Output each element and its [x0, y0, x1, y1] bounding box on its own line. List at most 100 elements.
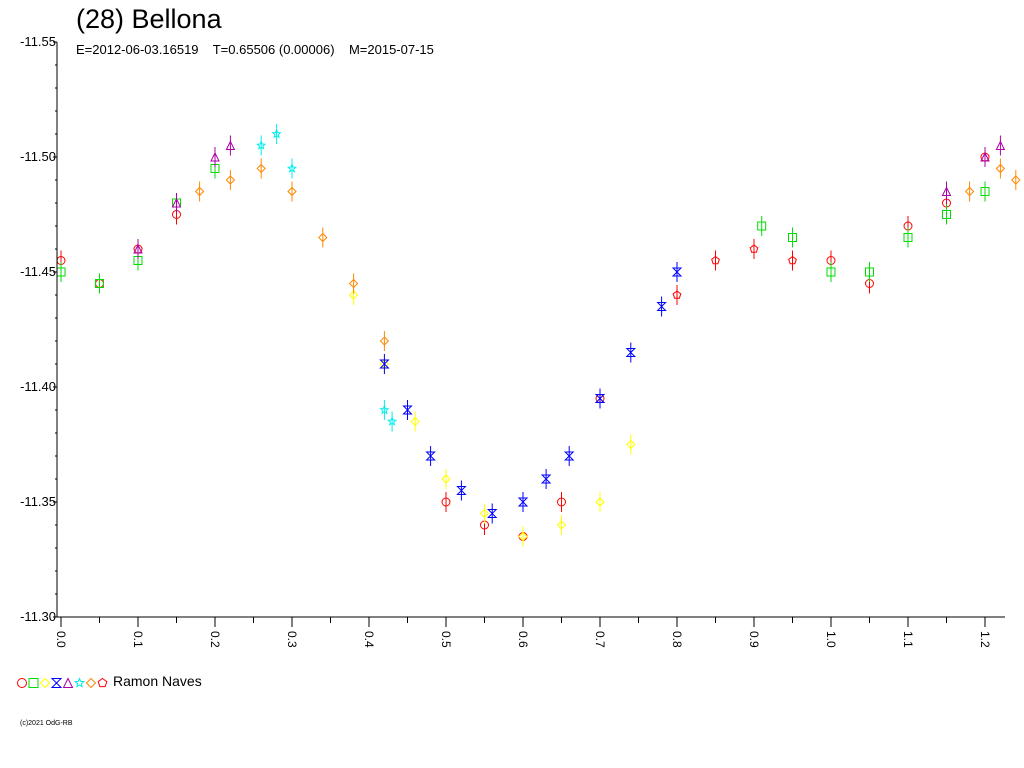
- legend-pentagon-icon: [97, 677, 108, 688]
- data-point: [194, 181, 205, 202]
- x-tick-label: 0.3: [285, 631, 299, 648]
- diamond-marker: [225, 175, 236, 185]
- square-marker: [903, 233, 913, 242]
- diamond-marker: [964, 186, 975, 197]
- data-point: [95, 273, 104, 294]
- x-tick-label: 0.8: [670, 631, 684, 648]
- data-point: [942, 204, 951, 225]
- data-point: [517, 492, 529, 512]
- data-point: [995, 135, 1006, 156]
- triangle-marker: [171, 197, 182, 208]
- data-point: [171, 193, 182, 213]
- data-point: [441, 492, 451, 512]
- data-point: [379, 400, 390, 420]
- square-marker: [980, 187, 990, 196]
- legend-triangle-icon: [62, 677, 74, 688]
- data-point: [425, 446, 436, 466]
- data-point: [479, 503, 490, 524]
- data-point: [318, 227, 328, 248]
- x-tick-label: 0.2: [208, 631, 222, 648]
- data-point: [903, 227, 913, 248]
- square-marker: [95, 279, 104, 288]
- data-point: [671, 262, 683, 282]
- copyright-note: (c)2021 OdG-RB: [20, 720, 73, 727]
- hourglass-marker: [671, 267, 683, 277]
- data-point: [225, 135, 236, 156]
- data-point: [402, 400, 413, 420]
- data-point: [379, 354, 390, 374]
- legend-circle-icon: [17, 678, 27, 688]
- data-point: [133, 239, 143, 259]
- series-1: [56, 147, 990, 547]
- circle-marker: [557, 497, 566, 507]
- triangle-marker: [980, 151, 990, 162]
- data-point: [672, 285, 682, 305]
- data-point: [540, 469, 552, 489]
- data-point: [980, 181, 990, 202]
- square-marker: [757, 221, 767, 231]
- diamond-marker: [379, 336, 390, 346]
- square-marker: [942, 210, 951, 219]
- x-tick-label: 0.4: [362, 631, 376, 648]
- chart-title: (28) Bellona: [76, 4, 222, 34]
- x-tick-label: 0.6: [516, 631, 530, 648]
- x-tick-label: 0.0: [54, 631, 68, 648]
- triangle-marker: [210, 151, 220, 162]
- series-7: [194, 158, 1021, 351]
- pentagon-marker: [672, 290, 682, 299]
- circle-marker: [441, 497, 451, 507]
- series-5: [133, 135, 1006, 259]
- x-tick-label: 0.5: [439, 631, 453, 648]
- diamond-marker: [256, 163, 266, 174]
- data-point: [1011, 170, 1021, 190]
- data-point: [625, 342, 637, 363]
- data-point: [441, 469, 451, 489]
- data-point: [941, 181, 952, 202]
- star-marker: [271, 128, 282, 139]
- hourglass-marker: [517, 497, 529, 507]
- legend-diamond-icon: [39, 677, 51, 689]
- diamond-marker: [626, 439, 636, 450]
- series-4: [379, 262, 683, 524]
- data-point: [287, 158, 297, 179]
- x-tick-label: 1.2: [978, 631, 992, 648]
- data-point: [256, 158, 266, 179]
- data-point: [594, 388, 606, 409]
- hourglass-marker: [456, 486, 467, 495]
- y-tick-label: -11.45: [20, 264, 56, 279]
- hourglass-marker: [563, 451, 575, 461]
- star-marker: [256, 140, 267, 150]
- diamond-marker: [595, 497, 605, 507]
- hourglass-marker: [379, 359, 390, 369]
- y-tick-label: -11.30: [20, 609, 56, 624]
- diamond-marker: [318, 232, 328, 243]
- square-marker: [865, 267, 874, 277]
- data-point: [980, 147, 990, 167]
- data-point: [379, 331, 390, 351]
- y-tick-label: -11.55: [20, 34, 56, 49]
- square-marker: [826, 267, 836, 277]
- diamond-marker: [479, 508, 490, 519]
- diamond-marker: [348, 278, 359, 289]
- triangle-marker: [225, 140, 236, 150]
- x-tick-label: 0.9: [747, 631, 761, 648]
- data-point: [556, 515, 567, 535]
- data-point: [757, 216, 767, 236]
- legend-hourglass-icon: [50, 678, 63, 688]
- data-point: [287, 181, 297, 202]
- data-point: [518, 526, 528, 547]
- legend-star-icon: [73, 677, 86, 688]
- hourglass-marker: [594, 394, 606, 403]
- hourglass-marker: [540, 474, 552, 484]
- x-tick-label: 1.1: [901, 631, 915, 648]
- data-point: [210, 147, 220, 167]
- data-point: [865, 262, 874, 282]
- diamond-marker: [1011, 175, 1021, 185]
- legend-diamond-icon: [85, 677, 97, 689]
- data-point: [788, 227, 797, 248]
- data-point: [557, 492, 566, 512]
- data-point: [563, 446, 575, 466]
- pentagon-marker: [711, 255, 720, 265]
- data-point: [711, 250, 720, 271]
